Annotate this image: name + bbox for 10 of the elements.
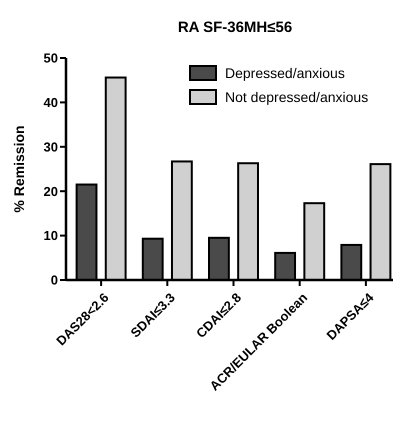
y-tick-label: 30 xyxy=(44,139,58,154)
legend-label: Not depressed/anxious xyxy=(225,88,368,105)
y-tick-label: 20 xyxy=(44,184,58,199)
y-tick-label: 40 xyxy=(44,94,58,110)
y-tick-label: 0 xyxy=(50,272,58,288)
chart-title: RA SF-36MH≤56 xyxy=(178,19,292,36)
legend-label: Depressed/anxious xyxy=(225,64,345,81)
y-tick-label: 50 xyxy=(44,50,58,66)
y-tick-label: 10 xyxy=(44,228,58,244)
y-axis-title: % Remission xyxy=(11,125,27,213)
